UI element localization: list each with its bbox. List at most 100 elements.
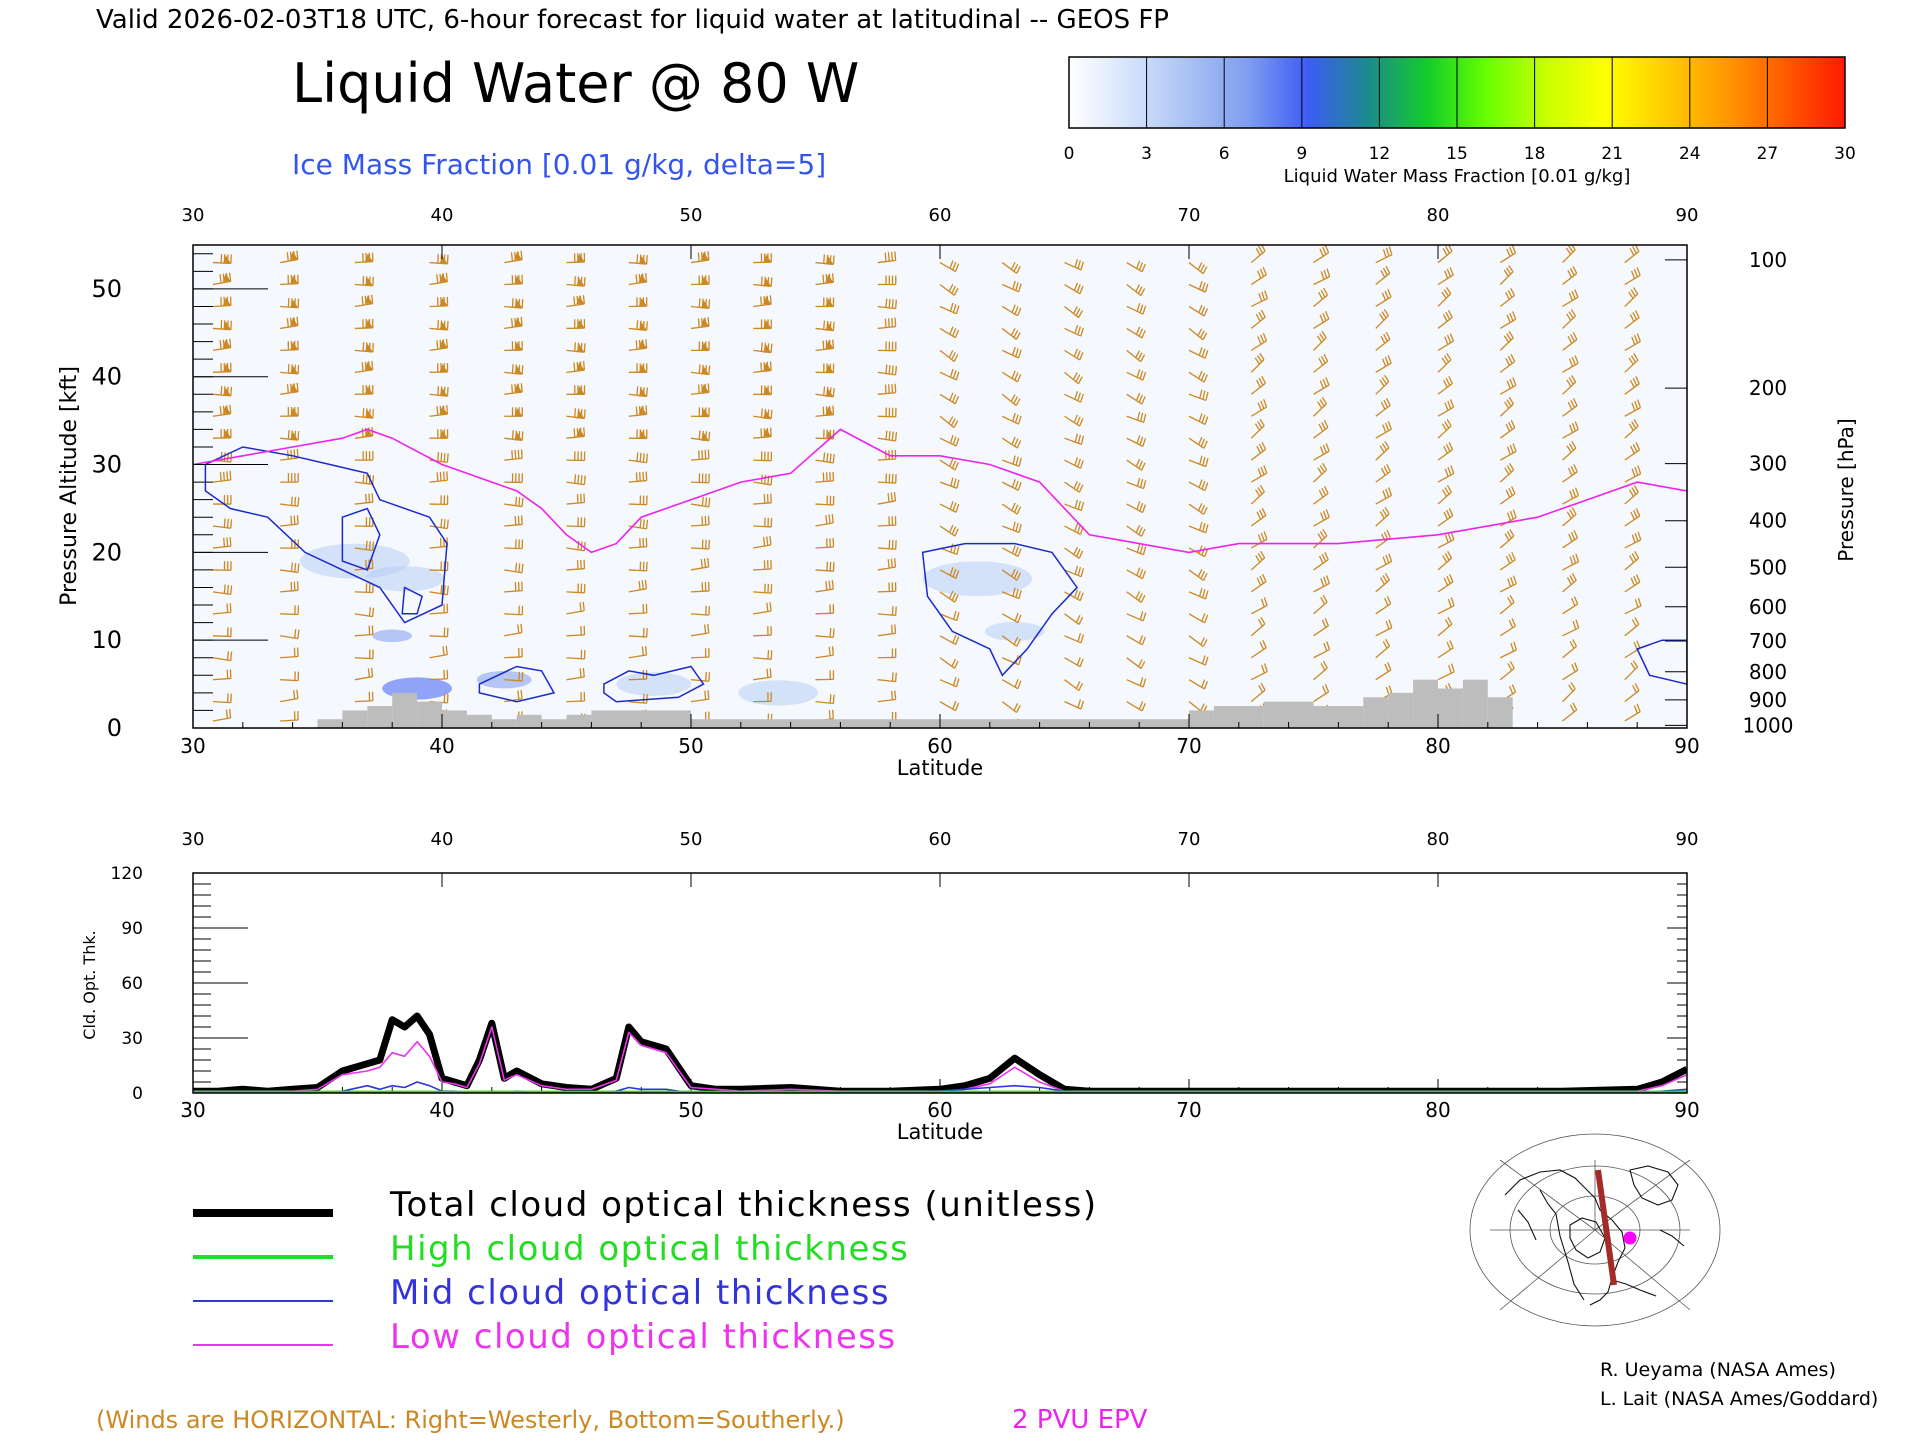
wind-barb bbox=[212, 584, 233, 596]
wind-barb bbox=[815, 628, 835, 639]
x-tick-label: 60 bbox=[927, 1098, 952, 1122]
wind-barb bbox=[566, 276, 586, 287]
wind-barb bbox=[628, 320, 648, 331]
ice-contour bbox=[1636, 639, 1687, 685]
wind-barb bbox=[877, 516, 897, 527]
wind-barb bbox=[815, 670, 835, 681]
wind-barb bbox=[504, 623, 523, 637]
wind-barb bbox=[1375, 596, 1392, 615]
wind-barb bbox=[1624, 267, 1641, 286]
terrain-block bbox=[1313, 706, 1364, 728]
wind-barb bbox=[1313, 551, 1329, 571]
wind-barb bbox=[753, 559, 772, 571]
wind-barb bbox=[1001, 679, 1022, 690]
y-tick-label: 50 bbox=[91, 275, 122, 303]
wind-barb bbox=[1250, 399, 1268, 417]
wind-barb bbox=[753, 692, 772, 703]
wind-barb bbox=[1375, 506, 1390, 527]
wind-barb bbox=[1437, 465, 1455, 483]
wind-barb bbox=[628, 405, 648, 417]
ice-shading-blob bbox=[738, 680, 818, 706]
y-tick-label: 60 bbox=[121, 974, 143, 994]
wind-barb bbox=[1499, 443, 1517, 461]
wind-barb bbox=[1002, 521, 1022, 534]
colorbar-tick-label: 6 bbox=[1219, 144, 1230, 164]
wind-barb bbox=[815, 495, 835, 506]
wind-barb bbox=[1313, 377, 1330, 395]
wind-barb bbox=[1001, 327, 1021, 341]
wind-barb bbox=[1064, 433, 1085, 445]
wind-barb bbox=[1313, 396, 1327, 417]
wind-barb bbox=[1624, 353, 1639, 373]
wind-barb bbox=[753, 253, 772, 264]
cross-section-right-y-label: Pressure [hPa] bbox=[1834, 418, 1858, 561]
legend-label-total: Total cloud optical thickness (unitless) bbox=[389, 1185, 1098, 1225]
wind-barb bbox=[212, 708, 232, 722]
wind-barb bbox=[690, 317, 710, 330]
wind-barb bbox=[1624, 465, 1642, 483]
wind-barb bbox=[1437, 442, 1454, 461]
wind-barb bbox=[1499, 265, 1514, 285]
colorbar-tick-label: 15 bbox=[1446, 144, 1468, 164]
wind-barb bbox=[1188, 613, 1209, 624]
x-tick-label-top: 80 bbox=[1427, 205, 1450, 226]
wind-barb bbox=[815, 694, 835, 705]
colorbar-label: Liquid Water Mass Fraction [0.01 g/kg] bbox=[1284, 166, 1631, 187]
wind-barb bbox=[1499, 311, 1517, 329]
wind-barb bbox=[212, 561, 232, 571]
ice-contour bbox=[603, 665, 705, 703]
wind-barb bbox=[1250, 418, 1265, 439]
wind-barb bbox=[212, 362, 232, 373]
inset-map bbox=[1469, 1133, 1721, 1327]
wind-barb bbox=[429, 363, 449, 373]
ice-shading-blob bbox=[616, 672, 692, 696]
wind-barb bbox=[1624, 551, 1640, 571]
wind-barb bbox=[877, 672, 897, 683]
wind-barb bbox=[429, 386, 449, 397]
wind-barb bbox=[354, 408, 375, 419]
terrain-block bbox=[1487, 697, 1513, 728]
wind-barb bbox=[1126, 501, 1147, 514]
terrain-block bbox=[1462, 679, 1488, 728]
pressure-tick-label: 600 bbox=[1749, 595, 1787, 619]
terrain-block bbox=[317, 719, 343, 728]
wind-barb bbox=[1375, 440, 1390, 461]
wind-barb bbox=[1126, 543, 1147, 556]
terrain-block bbox=[1189, 710, 1214, 728]
wind-barb bbox=[1499, 486, 1516, 505]
colorbar-dividers bbox=[1146, 57, 1768, 128]
wind-barb bbox=[690, 557, 710, 571]
y-tick-label: 30 bbox=[91, 451, 122, 479]
wind-barb bbox=[691, 341, 710, 352]
wind-barb bbox=[1437, 617, 1453, 637]
wind-barb bbox=[280, 274, 299, 286]
ice-contour bbox=[401, 586, 423, 615]
pressure-tick-label: 400 bbox=[1749, 509, 1787, 533]
wind-barb bbox=[1064, 324, 1084, 337]
colorbar-tick-label: 24 bbox=[1679, 144, 1701, 164]
wind-barb bbox=[628, 561, 648, 572]
wind-barb bbox=[877, 539, 897, 550]
wind-barb bbox=[815, 254, 835, 266]
subtitle: Ice Mass Fraction [0.01 g/kg, delta=5] bbox=[292, 148, 826, 181]
wind-barb bbox=[690, 605, 711, 616]
wind-barb bbox=[504, 605, 524, 616]
wind-barb bbox=[1437, 309, 1453, 329]
wind-barb bbox=[1001, 262, 1021, 274]
colorbar-tick-label: 9 bbox=[1296, 144, 1307, 164]
wind-barb bbox=[504, 449, 523, 461]
wind-barb bbox=[1001, 304, 1022, 317]
wind-barb bbox=[1064, 371, 1083, 385]
wind-barb bbox=[939, 434, 960, 447]
x-tick-label: 70 bbox=[1176, 734, 1201, 758]
wind-barb bbox=[1562, 662, 1579, 681]
wind-barb bbox=[212, 651, 233, 662]
wind-barb bbox=[1250, 375, 1267, 395]
x-tick-label-top: 80 bbox=[1427, 829, 1450, 850]
wind-barb bbox=[1313, 594, 1328, 615]
wind-barb bbox=[1064, 258, 1085, 271]
wind-barb bbox=[1499, 618, 1516, 637]
y-tick-label: 0 bbox=[107, 714, 122, 742]
x-tick-label-top: 30 bbox=[182, 205, 205, 226]
